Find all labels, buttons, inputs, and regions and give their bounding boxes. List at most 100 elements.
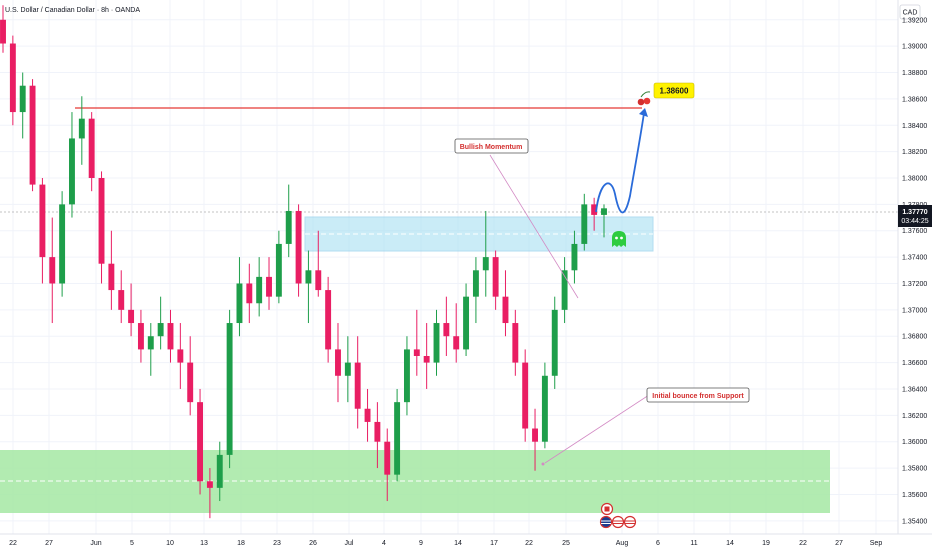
candle-body: [187, 362, 194, 403]
candle-body: [591, 204, 598, 215]
candle-body: [423, 356, 430, 363]
event-markers[interactable]: [599, 502, 637, 529]
time-tick-label: Aug: [616, 540, 629, 547]
candle-body: [433, 323, 440, 363]
price-tick-label: 1.39200: [902, 17, 927, 24]
candle-body: [177, 349, 184, 363]
time-tick-label: 5: [130, 540, 134, 547]
chart-title: U.S. Dollar / Canadian Dollar · 8h · OAN…: [5, 7, 140, 14]
time-tick-label: 13: [200, 540, 208, 547]
candle-body: [601, 208, 607, 215]
time-tick-label: 18: [237, 540, 245, 547]
candle-body: [502, 296, 509, 324]
current-price-label: 1.37770 03:44:25: [898, 205, 932, 227]
countdown-value: 03:44:25: [901, 218, 928, 225]
candle-body: [315, 270, 322, 291]
candle-body: [581, 204, 588, 244]
price-tick-label: 1.38800: [902, 70, 927, 77]
us-flag-icon: [611, 515, 625, 529]
candle-body: [512, 323, 519, 363]
candle-body: [216, 454, 223, 488]
price-tick-label: 1.37000: [902, 307, 927, 314]
candle-body: [19, 85, 26, 113]
candlestick-series: [0, 5, 607, 519]
candle-body: [128, 309, 135, 324]
candle-body: [492, 257, 499, 297]
candle-body: [463, 296, 470, 350]
candle-body: [541, 375, 548, 442]
target-callout: 1.38600: [653, 82, 695, 99]
time-tick-label: 22: [9, 540, 17, 547]
time-tick-label: 14: [726, 540, 734, 547]
time-tick-label: 27: [835, 540, 843, 547]
initial-bounce-pointer: [544, 394, 650, 464]
candle-body: [137, 323, 144, 350]
price-tick-label: 1.38000: [902, 176, 927, 183]
candle-body: [413, 349, 420, 356]
candle-body: [78, 118, 85, 139]
current-price-value: 1.37770: [902, 209, 927, 216]
candle-body: [157, 323, 164, 337]
candle-body: [472, 270, 479, 297]
bullish-momentum-callout: Bullish Momentum: [454, 138, 529, 154]
candle-body: [226, 323, 233, 455]
candle-body: [364, 408, 371, 422]
candle-body: [285, 210, 292, 244]
us-flag-icon: [623, 515, 637, 529]
time-tick-label: 26: [309, 540, 317, 547]
candle-body: [108, 263, 115, 291]
candle-body: [256, 276, 263, 304]
candle-body: [325, 290, 332, 350]
price-tick-label: 1.35400: [902, 518, 927, 525]
time-tick-label: 4: [382, 540, 386, 547]
time-tick-label: 19: [762, 540, 770, 547]
candle-body: [236, 283, 243, 324]
price-tick-label: 1.38200: [902, 149, 927, 156]
price-tick-label: 1.36400: [902, 386, 927, 393]
bullish-momentum-label: Bullish Momentum: [460, 144, 523, 151]
bounce-point: [541, 462, 545, 466]
price-tick-label: 1.39000: [902, 44, 927, 51]
time-tick-label: 11: [690, 540, 697, 547]
initial-bounce-label: Initial bounce from Support: [652, 393, 744, 400]
time-tick-label: 10: [166, 540, 174, 547]
candle-body: [305, 270, 312, 284]
candle-body: [206, 481, 213, 488]
candle-body: [344, 362, 351, 376]
candle-body: [354, 362, 361, 409]
time-tick-label: Jun: [90, 540, 101, 547]
price-axis[interactable]: 1.39200 1.39000 1.38800 1.38600 1.38400 1.382…: [902, 17, 927, 525]
candle-body: [453, 336, 460, 350]
projection-arrowhead: [639, 108, 648, 117]
candle-body: [266, 276, 272, 297]
candle-body: [394, 402, 401, 475]
candle-body: [532, 428, 538, 442]
price-tick-label: 1.36000: [902, 439, 927, 446]
time-tick-label: 17: [490, 540, 498, 547]
candle-body: [384, 441, 391, 475]
price-tick-label: 1.37400: [902, 255, 927, 262]
candle-body: [147, 336, 154, 350]
time-tick-label: 23: [273, 540, 281, 547]
time-tick-label: 27: [45, 540, 53, 547]
candle-body: [88, 118, 95, 178]
currency-badge-label: CAD: [903, 10, 918, 17]
time-axis[interactable]: 22 27 Jun 5 10 13 18 23 26 Jul 4 9 14 17 22 25 Aug 6 11 14 1…: [9, 540, 882, 547]
price-tick-label: 1.37600: [902, 228, 927, 235]
candle-body: [39, 184, 46, 258]
price-tick-label: 1.35800: [902, 466, 927, 473]
candle-body: [29, 85, 36, 185]
candle-body: [374, 421, 381, 442]
time-tick-label: 22: [799, 540, 807, 547]
currency-badge[interactable]: CAD: [899, 4, 921, 20]
candle-body: [551, 309, 558, 376]
price-tick-label: 1.36200: [902, 413, 927, 420]
candle-body: [482, 257, 489, 271]
candle-body: [443, 323, 450, 337]
initial-bounce-callout: Initial bounce from Support: [646, 387, 750, 403]
candle-body: [59, 204, 66, 284]
time-tick-label: 14: [454, 540, 462, 547]
time-tick-label: 9: [419, 540, 423, 547]
candle-body: [571, 243, 578, 271]
